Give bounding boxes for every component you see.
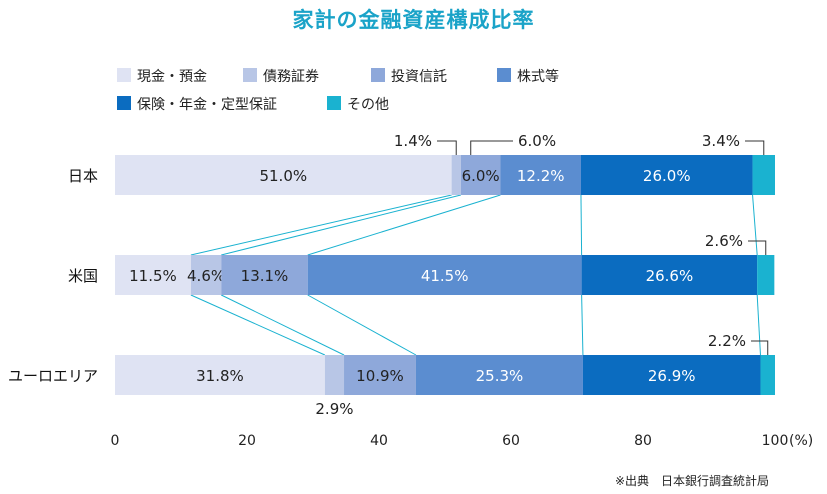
- bar-segment: [580, 155, 753, 195]
- x-tick-label: 0: [111, 433, 120, 449]
- data-label-callout: 3.4%: [702, 132, 740, 150]
- data-label: 31.8%: [196, 367, 244, 385]
- data-label-callout-leader: [748, 240, 767, 255]
- connector-line: [307, 294, 417, 356]
- data-label-below: 2.9%: [315, 400, 353, 418]
- data-label: 11.5%: [129, 267, 177, 285]
- bar-segment: [760, 355, 775, 395]
- chart-title: 家計の金融資産構成比率: [292, 8, 535, 32]
- data-label-callout: 2.2%: [708, 332, 746, 350]
- connector-line: [752, 194, 758, 256]
- bar-segment: [115, 355, 325, 395]
- data-label-callout-leader: [745, 140, 765, 155]
- connector-line: [307, 194, 501, 256]
- connector-line: [190, 194, 452, 256]
- data-label-callout-leader: [470, 140, 513, 155]
- connector-line: [221, 194, 461, 256]
- connector-line: [756, 294, 761, 356]
- data-label: 41.5%: [421, 267, 469, 285]
- data-label: 26.9%: [648, 367, 696, 385]
- connector-line: [580, 194, 583, 256]
- legend-swatch-2: [371, 68, 385, 82]
- data-label: 12.2%: [517, 167, 565, 185]
- connector-line: [190, 294, 326, 356]
- data-label-callout: 2.6%: [705, 232, 743, 250]
- legend-swatch-1: [243, 68, 257, 82]
- legend-label-5: その他: [347, 97, 389, 113]
- source-note: ※出典 日本銀行調査統計局: [614, 474, 769, 488]
- x-tick-label: 80: [634, 433, 652, 449]
- data-label-callout: 6.0%: [518, 132, 556, 150]
- legend-label-2: 投資信託: [391, 69, 447, 85]
- connector-line: [581, 294, 584, 356]
- data-label: 26.6%: [646, 267, 694, 285]
- data-label: 4.6%: [187, 267, 225, 285]
- bar-segment: [344, 355, 416, 395]
- legend-swatch-0: [117, 68, 131, 82]
- bar-segment: [582, 355, 761, 395]
- data-label: 10.9%: [356, 367, 404, 385]
- x-tick-label: 60: [502, 433, 520, 449]
- bar-segment: [757, 255, 775, 295]
- data-label: 13.1%: [241, 267, 289, 285]
- bar-segment: [115, 155, 452, 195]
- category-label-1: 米国: [68, 267, 98, 285]
- x-tick-label: 20: [238, 433, 256, 449]
- data-label: 51.0%: [259, 167, 307, 185]
- bar-segment: [115, 255, 191, 295]
- legend-swatch-4: [117, 96, 131, 110]
- legend-label-1: 債務証券: [263, 69, 319, 85]
- category-label-2: ユーロエリア: [8, 367, 98, 385]
- legend-swatch-5: [327, 96, 341, 110]
- legend-swatch-3: [497, 68, 511, 82]
- connector-line: [221, 294, 345, 356]
- bar-segment: [752, 155, 775, 195]
- x-tick-label: 40: [370, 433, 388, 449]
- bar-segment: [190, 255, 222, 295]
- bar-segment: [221, 255, 308, 295]
- category-label-0: 日本: [68, 167, 98, 185]
- data-label: 6.0%: [462, 167, 500, 185]
- bar-segment: [324, 355, 345, 395]
- data-label: 26.0%: [643, 167, 691, 185]
- data-label: 25.3%: [476, 367, 524, 385]
- legend-label-4: 保険・年金・定型保証: [137, 97, 277, 113]
- bar-segment: [307, 255, 582, 295]
- data-label-callout: 1.4%: [394, 132, 432, 150]
- bar-segment: [581, 255, 758, 295]
- data-label-callout-leader: [751, 340, 769, 355]
- x-axis-unit: (%): [789, 433, 813, 449]
- bar-segment: [500, 155, 581, 195]
- legend-label-0: 現金・預金: [137, 69, 207, 85]
- bar-segment: [415, 355, 583, 395]
- x-tick-label: 100: [762, 433, 789, 449]
- bar-segment: [460, 155, 501, 195]
- data-label-callout-leader: [437, 140, 457, 155]
- legend-label-3: 株式等: [517, 68, 559, 85]
- bar-segment: [451, 155, 461, 195]
